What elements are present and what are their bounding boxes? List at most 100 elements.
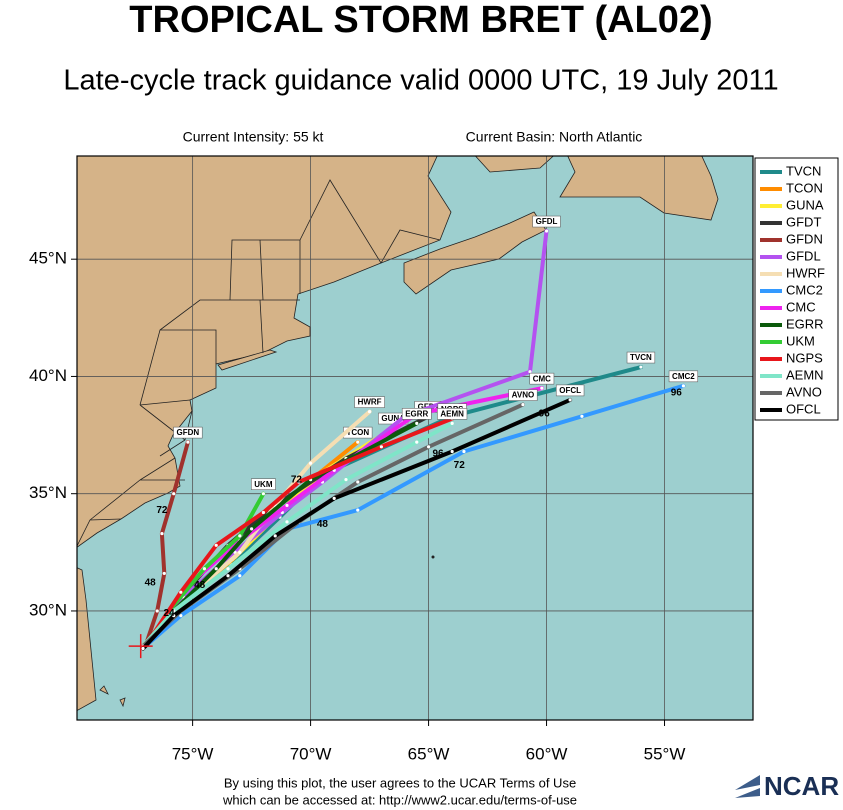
track-point — [214, 543, 218, 547]
x-tick-label: 55°W — [644, 744, 686, 763]
track-point — [261, 510, 266, 515]
logo-mark — [735, 775, 760, 798]
axes: 75°W 70°W 65°W 60°W 55°W 30°N 35°N 40°N 45°N — [29, 249, 685, 764]
current-position — [128, 634, 153, 659]
legend-label: AVNO — [786, 384, 822, 399]
x-tick-label: 60°W — [526, 744, 568, 763]
legend-label: EGRR — [786, 316, 824, 331]
forecast-hour-label: 48 — [145, 577, 157, 588]
current-basin: Current Basin: North Atlantic — [466, 129, 643, 145]
forecast-hour-label: 96 — [671, 387, 683, 398]
legend-label: GFDL — [786, 248, 821, 263]
track-point — [297, 480, 301, 484]
track-tag: GFDL — [532, 215, 561, 228]
track-tag-text: EGRR — [405, 409, 428, 418]
track-tag-text: GFDL — [536, 217, 558, 226]
forecast-hour-label: 72 — [156, 505, 168, 516]
track-point — [540, 386, 544, 390]
legend-label: TVCN — [786, 163, 821, 178]
bahamas — [99, 685, 126, 708]
track-tag: CMC — [529, 372, 555, 385]
land — [77, 156, 719, 712]
florida-edge — [77, 567, 97, 712]
legend-label: GFDN — [786, 231, 823, 246]
title: TROPICAL STORM BRET (AL02) — [129, 0, 712, 41]
track-point — [332, 496, 336, 500]
track-tag: OFCL — [555, 384, 585, 397]
track-point — [528, 370, 532, 374]
track-tag-text: GFDN — [177, 428, 200, 437]
ncar-logo: NCAR — [735, 771, 839, 801]
track-point — [162, 571, 166, 576]
forecast-hour-label: 72 — [454, 460, 466, 471]
y-tick-label: 40°N — [29, 366, 67, 385]
track-point — [214, 567, 218, 571]
track-point — [141, 646, 145, 651]
track-tag-text: CMC2 — [672, 372, 695, 381]
track-point — [356, 440, 360, 444]
legend-label: CMC2 — [786, 282, 823, 297]
track-point — [379, 445, 383, 449]
long-island — [217, 349, 278, 371]
track-line — [143, 440, 190, 649]
legend-label: NGPS — [786, 350, 823, 365]
track-line — [143, 229, 549, 649]
legend-label: AEMN — [786, 367, 824, 382]
track-point — [426, 445, 431, 449]
track-tag-text: UKM — [254, 480, 273, 489]
legend-label: GFDT — [786, 214, 821, 229]
x-tick-label: 65°W — [408, 744, 450, 763]
track-point — [681, 384, 685, 388]
track-tag-text: AEMN — [440, 409, 464, 418]
y-tick-label: 45°N — [29, 249, 67, 268]
forecast-hour-label: 48 — [317, 519, 329, 530]
track-point — [356, 480, 360, 484]
track-tag-box — [354, 396, 385, 408]
forecast-hour-label: 24 — [163, 608, 175, 619]
track-tag-box — [173, 426, 203, 439]
track-line — [143, 383, 686, 649]
track-point — [238, 550, 242, 554]
bermuda — [431, 555, 435, 559]
x-tick-label: 75°W — [172, 744, 214, 763]
track-tag-box — [532, 215, 561, 228]
track-point — [285, 520, 289, 524]
track-point — [273, 534, 277, 538]
track-tag: AEMN — [437, 408, 468, 420]
track-tag-text: OFCL — [559, 386, 581, 395]
track-point — [356, 508, 360, 512]
legend-label: OFCL — [786, 401, 821, 416]
track-tag: HWRF — [354, 396, 385, 408]
current-intensity: Current Intensity: 55 kt — [183, 129, 324, 145]
track-point — [568, 398, 572, 402]
track-point — [544, 229, 549, 233]
track-point — [450, 449, 454, 454]
legend-label: CMC — [786, 299, 816, 314]
subtitle: Late-cycle track guidance valid 0000 UTC… — [63, 65, 778, 97]
track-point — [160, 531, 164, 536]
track-point — [415, 440, 419, 444]
track-tag-box — [250, 478, 276, 490]
legend-label: GUNA — [786, 197, 824, 212]
track-point — [172, 609, 176, 613]
track-tag-text: TVCN — [630, 353, 652, 362]
legend-label: TCON — [786, 180, 823, 195]
track-tag-box — [437, 408, 468, 420]
track-point — [238, 534, 242, 538]
track-tag: EGRR — [401, 408, 432, 420]
track-point — [226, 567, 230, 571]
legend-label: UKM — [786, 333, 815, 348]
track-point — [179, 590, 183, 594]
state-borders — [77, 179, 441, 547]
track-point — [367, 410, 372, 414]
track-tag: AVNO — [508, 389, 538, 401]
track-point — [308, 461, 313, 465]
footer-line: which can be accessed at: http://www2.uc… — [222, 792, 577, 807]
newfoundland — [559, 156, 719, 221]
quebec-shore — [474, 156, 554, 173]
track-tag-box — [508, 389, 538, 401]
track-point — [172, 492, 176, 496]
track-tag: UKM — [250, 478, 276, 490]
y-tick-label: 30°N — [29, 600, 67, 619]
